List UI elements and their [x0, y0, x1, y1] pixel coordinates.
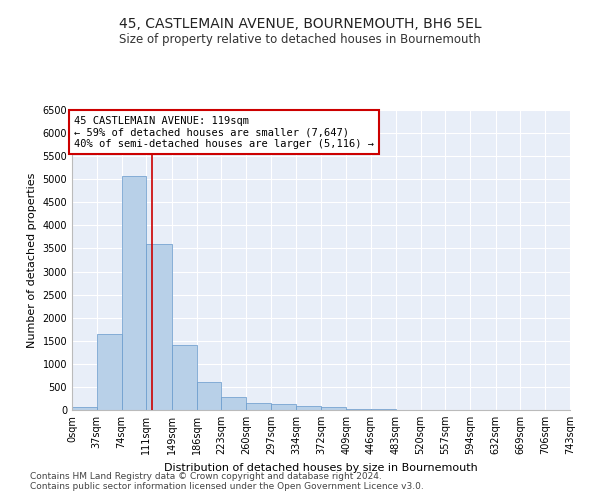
- Bar: [122, 176, 146, 410]
- X-axis label: Distribution of detached houses by size in Bournemouth: Distribution of detached houses by size …: [164, 462, 478, 472]
- Text: 45, CASTLEMAIN AVENUE, BOURNEMOUTH, BH6 5EL: 45, CASTLEMAIN AVENUE, BOURNEMOUTH, BH6 …: [119, 18, 481, 32]
- Y-axis label: Number of detached properties: Number of detached properties: [27, 172, 37, 348]
- Bar: [221, 396, 246, 410]
- Bar: [72, 407, 97, 410]
- Text: Contains public sector information licensed under the Open Government Licence v3: Contains public sector information licen…: [30, 482, 424, 491]
- Bar: [197, 382, 221, 410]
- Bar: [172, 346, 197, 410]
- Bar: [346, 408, 371, 410]
- Bar: [97, 334, 122, 410]
- Bar: [322, 407, 346, 410]
- Bar: [271, 404, 296, 410]
- Text: Size of property relative to detached houses in Bournemouth: Size of property relative to detached ho…: [119, 32, 481, 46]
- Bar: [246, 403, 271, 410]
- Bar: [146, 244, 172, 410]
- Text: Contains HM Land Registry data © Crown copyright and database right 2024.: Contains HM Land Registry data © Crown c…: [30, 472, 382, 481]
- Text: 45 CASTLEMAIN AVENUE: 119sqm
← 59% of detached houses are smaller (7,647)
40% of: 45 CASTLEMAIN AVENUE: 119sqm ← 59% of de…: [74, 116, 374, 148]
- Bar: [296, 406, 322, 410]
